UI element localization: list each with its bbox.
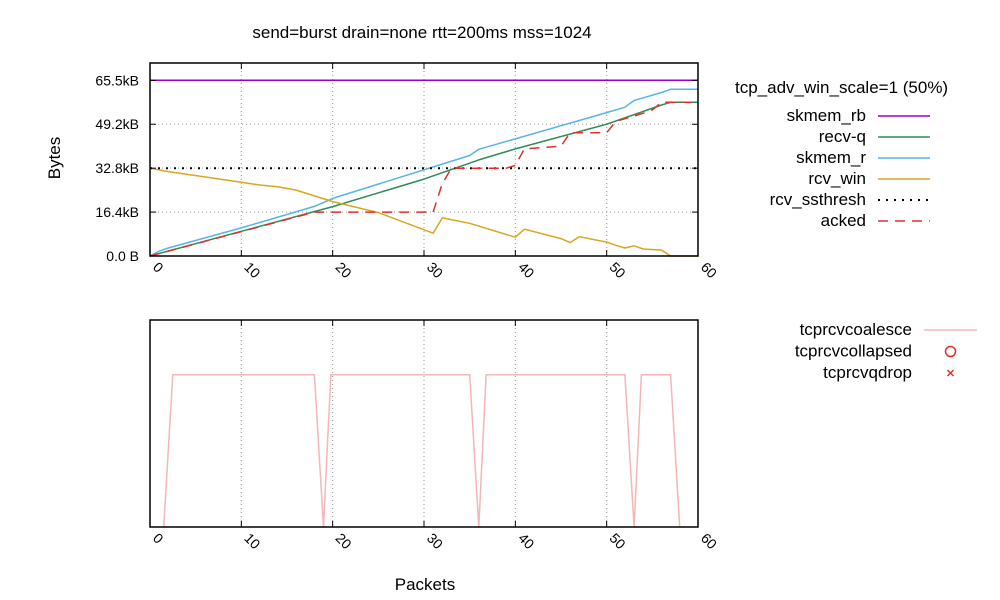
top-x-tick-label-20: 20 — [333, 259, 355, 281]
bottom-x-tick-label-60: 60 — [698, 530, 720, 552]
top-y-tick-label-0-0-b: 0.0 B — [106, 248, 139, 264]
top-panel: send=burst drain=none rtt=200ms mss=1024… — [45, 23, 948, 281]
bottom-x-tick-label-0: 0 — [150, 530, 167, 547]
bottom-gridlines — [240, 320, 608, 527]
series-recv-q-line — [149, 101, 698, 257]
top-legend: tcp_adv_win_scale=1 (50%) skmem_rb recv-q… — [735, 78, 948, 230]
top-x-tick-label-50: 50 — [607, 259, 629, 281]
top-y-tick-label-16-4kb: 16.4kB — [95, 204, 139, 220]
legend-label-recv-q: recv-q — [819, 127, 866, 146]
top-y-tick-label-65-5kb: 65.5kB — [95, 72, 139, 88]
bottom-plot-frame — [149, 319, 699, 528]
y-axis-label: Bytes — [45, 137, 64, 180]
series-rcv-win-line — [149, 167, 698, 257]
legend-label-tcprcvcollapsed: tcprcvcollapsed — [795, 342, 912, 361]
x-axis-label: Packets — [395, 575, 455, 594]
top-y-tick-label-49-2kb: 49.2kB — [95, 116, 139, 132]
legend-label-rcv-ssthresh: rcv_ssthresh — [770, 190, 866, 209]
bottom-x-tick-label-30: 30 — [424, 530, 446, 552]
chart-title: send=burst drain=none rtt=200ms mss=1024 — [252, 23, 591, 42]
top-x-tick-label-30: 30 — [424, 259, 446, 281]
top-x-tick-label-40: 40 — [515, 259, 537, 281]
bottom-x-tick-label-20: 20 — [333, 530, 355, 552]
legend-label-skmem-r: skmem_r — [796, 148, 866, 167]
top-series-group — [149, 79, 698, 257]
legend-title: tcp_adv_win_scale=1 (50%) — [735, 78, 948, 97]
bottom-x-tick-label-50: 50 — [607, 530, 629, 552]
bottom-x-tick-label-10: 10 — [241, 530, 263, 552]
legend-swatch-tcprcvqdrop — [946, 369, 955, 377]
top-axis-ticks: 0 10 20 30 40 50 60 0.0 B 16.4kB 32.8kB 49.2kB 65.5… — [95, 63, 720, 281]
series-skmem-r-line — [149, 88, 698, 257]
legend-label-tcprcvcoalesce: tcprcvcoalesce — [800, 320, 912, 339]
top-x-tick-label-60: 60 — [698, 259, 720, 281]
top-gridlines — [150, 63, 698, 256]
bottom-panel: 0 10 20 30 40 50 60 Packets tcprcvcoalescetcpr… — [149, 319, 977, 594]
legend-label-tcprcvqdrop: tcprcvqdrop — [823, 363, 912, 382]
top-x-tick-label-10: 10 — [241, 259, 263, 281]
top-y-tick-label-32-8kb: 32.8kB — [95, 160, 139, 176]
legend-label-skmem-rb: skmem_rb — [787, 106, 866, 125]
legend-swatch-tcprcvcollapsed — [944, 345, 957, 358]
bottom-x-tick-label-40: 40 — [515, 530, 537, 552]
legend-label-rcv-win: rcv_win — [808, 169, 866, 188]
legend-label-acked: acked — [821, 211, 866, 230]
bottom-legend: tcprcvcoalesce tcprcvcollapsed tcprcvqdrop — [795, 320, 977, 382]
top-x-tick-label-0: 0 — [150, 259, 167, 276]
